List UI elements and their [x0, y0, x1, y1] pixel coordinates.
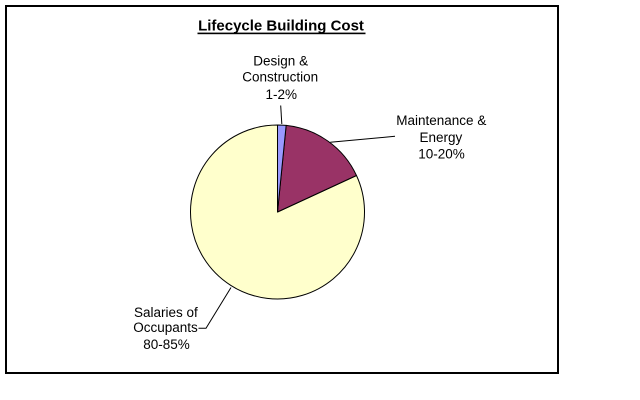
svg-text:Salaries of: Salaries of: [134, 305, 198, 320]
svg-text:Occupants: Occupants: [133, 320, 198, 335]
svg-text:Construction: Construction: [242, 70, 318, 85]
svg-text:10-20%: 10-20%: [418, 146, 465, 161]
svg-text:Lifecycle Building Cost: Lifecycle Building Cost: [198, 18, 364, 35]
svg-text:80-85%: 80-85%: [143, 337, 190, 352]
svg-text:Design &: Design &: [253, 53, 308, 68]
svg-text:Energy: Energy: [420, 130, 463, 145]
svg-text:Maintenance &: Maintenance &: [396, 113, 486, 128]
svg-text:1-2%: 1-2%: [266, 87, 298, 102]
